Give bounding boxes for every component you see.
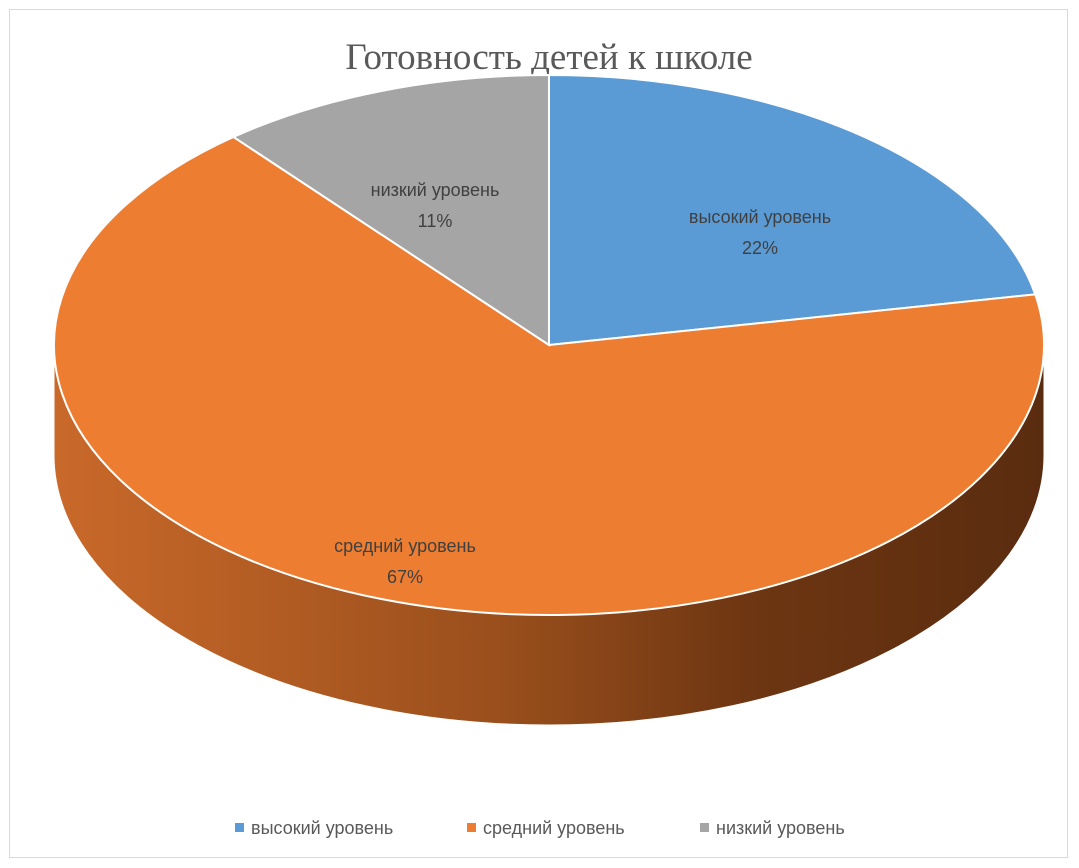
slice-2 xyxy=(53,135,1045,616)
data-label-value-2: 67% xyxy=(387,567,423,587)
data-label-category-2: средний уровень xyxy=(334,536,476,556)
legend-label-3: низкий уровень xyxy=(716,818,845,838)
legend-label-2: средний уровень xyxy=(483,818,625,838)
chart-title: Готовность детей к школе xyxy=(345,37,752,78)
pie-slices xyxy=(53,73,1045,726)
slice-1 xyxy=(548,73,1037,347)
data-label-value-3: 11% xyxy=(418,211,453,231)
legend-swatch-1 xyxy=(235,823,244,832)
legend-swatch-2 xyxy=(467,823,476,832)
data-label-category-3: низкий уровень xyxy=(371,180,500,200)
data-label-category-1: высокий уровень xyxy=(689,207,831,227)
legend: высокий уровень средний уровень низкий уро… xyxy=(235,818,845,838)
legend-label-1: высокий уровень xyxy=(251,818,393,838)
data-label-value-1: 22% xyxy=(742,238,778,258)
pie-data-labels: высокий уровень 22% средний уровень 67% низк… xyxy=(334,180,831,587)
slice-3 xyxy=(231,73,550,347)
legend-swatch-3 xyxy=(700,823,709,832)
